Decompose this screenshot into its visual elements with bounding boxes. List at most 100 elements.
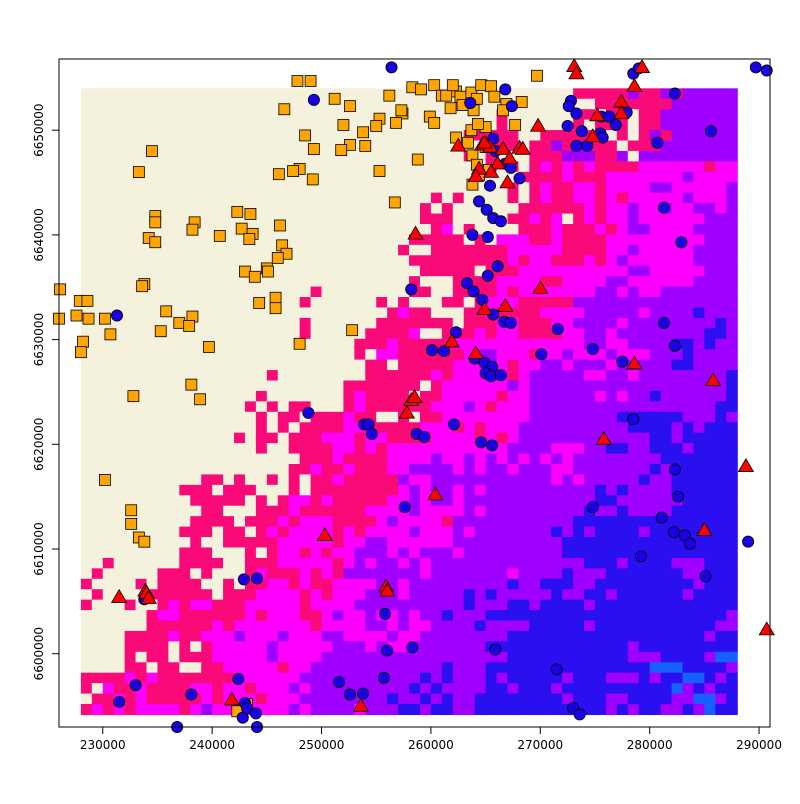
raster-cell bbox=[573, 537, 585, 549]
raster-cell bbox=[277, 610, 290, 622]
raster-cell bbox=[474, 150, 487, 162]
raster-cell bbox=[124, 432, 137, 444]
raster-cell bbox=[605, 484, 618, 496]
raster-cell bbox=[496, 119, 509, 131]
raster-cell bbox=[627, 641, 640, 653]
raster-cell bbox=[354, 109, 366, 121]
raster-cell bbox=[321, 474, 334, 486]
raster-cell bbox=[551, 422, 563, 434]
raster-cell bbox=[660, 297, 673, 309]
raster-cell bbox=[409, 370, 421, 382]
raster-cell bbox=[102, 641, 115, 653]
raster-cell bbox=[704, 589, 716, 601]
raster-cell bbox=[288, 484, 301, 496]
raster-cell bbox=[376, 411, 388, 423]
raster-cell bbox=[354, 474, 366, 486]
raster-cell bbox=[223, 88, 235, 100]
raster-cell bbox=[704, 453, 716, 465]
raster-cell bbox=[234, 349, 246, 361]
raster-cell bbox=[277, 359, 290, 371]
raster-cell bbox=[299, 150, 312, 162]
raster-cell bbox=[682, 568, 695, 580]
raster-cell bbox=[398, 171, 410, 183]
raster-cell bbox=[441, 474, 454, 486]
raster-cell bbox=[649, 88, 662, 100]
raster-cell bbox=[288, 651, 301, 663]
raster-cell bbox=[332, 505, 344, 517]
raster-cell bbox=[321, 119, 334, 131]
raster-cell bbox=[212, 338, 224, 350]
raster-cell bbox=[715, 599, 727, 611]
raster-cell bbox=[365, 662, 377, 674]
raster-cell bbox=[113, 505, 126, 517]
raster-cell bbox=[398, 286, 410, 298]
raster-cell bbox=[649, 171, 662, 183]
raster-cell bbox=[573, 171, 585, 183]
raster-cell bbox=[463, 672, 476, 684]
raster-cell bbox=[387, 255, 399, 267]
raster-cell bbox=[649, 130, 662, 142]
raster-cell bbox=[540, 568, 552, 580]
raster-cell bbox=[616, 505, 629, 517]
raster-cell bbox=[638, 171, 651, 183]
raster-cell bbox=[354, 265, 366, 277]
raster-cell bbox=[310, 317, 323, 329]
raster-cell bbox=[562, 537, 574, 549]
raster-cell bbox=[660, 380, 673, 392]
raster-cell bbox=[529, 547, 541, 559]
raster-cell bbox=[255, 610, 268, 622]
raster-cell bbox=[485, 526, 498, 538]
raster-cell bbox=[573, 463, 585, 476]
raster-cell bbox=[179, 276, 191, 288]
raster-cell bbox=[234, 161, 246, 173]
raster-cell bbox=[682, 453, 695, 465]
raster-cell bbox=[102, 390, 115, 402]
raster-cell bbox=[255, 338, 268, 350]
raster-cell bbox=[157, 401, 169, 413]
raster-cell bbox=[168, 401, 180, 413]
raster-cell bbox=[430, 182, 443, 194]
raster-cell bbox=[266, 380, 279, 392]
raster-cell bbox=[190, 370, 202, 382]
raster-cell bbox=[234, 255, 246, 267]
circle-point bbox=[438, 345, 451, 358]
raster-cell bbox=[244, 484, 257, 496]
raster-cell bbox=[365, 463, 377, 476]
raster-cell bbox=[201, 474, 213, 486]
raster-cell bbox=[562, 526, 574, 538]
raster-cell bbox=[332, 109, 344, 121]
raster-cell bbox=[179, 265, 191, 277]
raster-cell bbox=[179, 140, 191, 152]
y-tick-label: 6620000 bbox=[32, 418, 46, 471]
raster-cell bbox=[562, 203, 574, 215]
raster-cell bbox=[430, 286, 443, 298]
raster-cell bbox=[277, 683, 290, 695]
raster-cell bbox=[638, 359, 651, 371]
raster-cell bbox=[573, 578, 585, 590]
raster-cell bbox=[605, 704, 618, 716]
raster-cell bbox=[223, 599, 235, 611]
raster-cell bbox=[540, 484, 552, 496]
raster-cell bbox=[321, 150, 334, 162]
raster-cell bbox=[80, 463, 93, 476]
raster-cell bbox=[212, 130, 224, 142]
raster-cell bbox=[80, 630, 93, 642]
raster-cell bbox=[146, 349, 159, 361]
raster-cell bbox=[518, 338, 530, 350]
raster-cell bbox=[704, 390, 716, 402]
raster-cell bbox=[321, 203, 334, 215]
raster-cell bbox=[518, 651, 530, 663]
raster-cell bbox=[255, 693, 268, 705]
raster-cell bbox=[562, 390, 574, 402]
raster-cell bbox=[277, 526, 290, 538]
raster-cell bbox=[157, 276, 169, 288]
raster-cell bbox=[168, 182, 180, 194]
raster-cell bbox=[277, 390, 290, 402]
raster-cell bbox=[255, 370, 268, 382]
raster-cell bbox=[671, 276, 684, 288]
raster-cell bbox=[91, 422, 104, 434]
raster-cell bbox=[91, 578, 104, 590]
raster-cell bbox=[430, 349, 443, 361]
raster-cell bbox=[321, 171, 334, 183]
raster-cell bbox=[551, 557, 563, 569]
